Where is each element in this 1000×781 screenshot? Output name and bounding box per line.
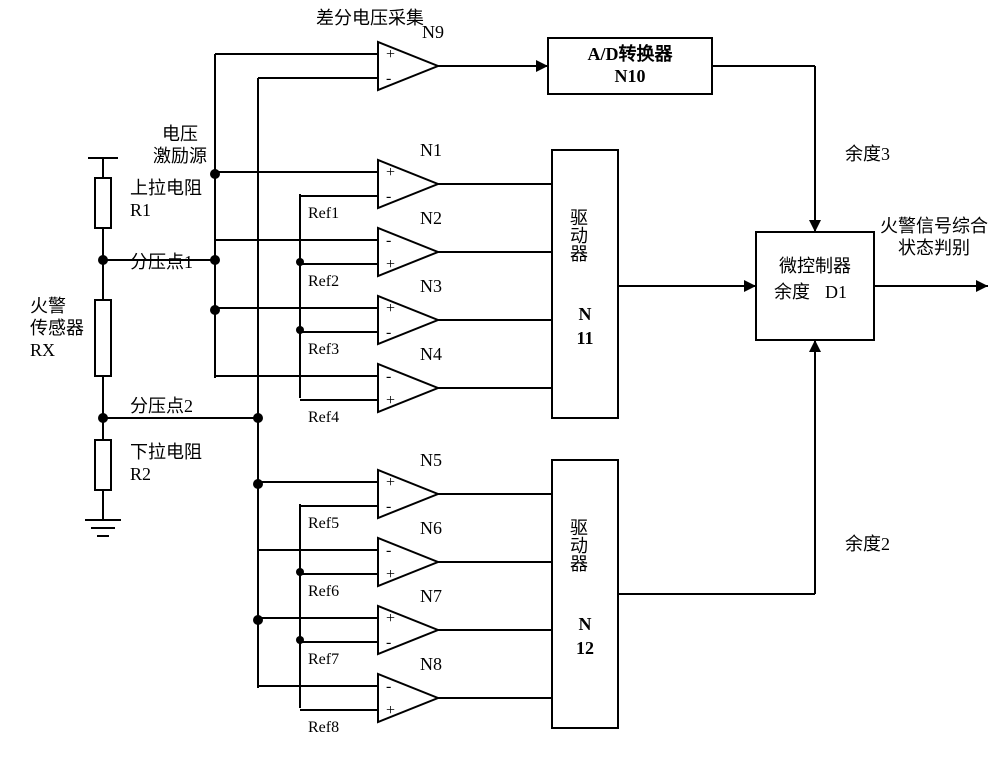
vsource-label-2: 激励源 [153,146,207,166]
svg-text:-: - [386,634,391,651]
svg-text:+: + [386,164,395,181]
svg-text:Ref2: Ref2 [308,273,339,290]
sensor-label-3: RX [30,340,55,360]
adc-label-2: N10 [615,66,646,86]
svg-text:Ref8: Ref8 [308,719,339,736]
out-label-2: 状态判别 [898,238,970,258]
circuit-diagram: A/D转换器 N10 驱动器 N 11 驱动器 N 12 微控制器 余度 D1 … [0,0,1000,781]
resistor-r2 [95,440,111,490]
pullup-label-2: R1 [130,200,151,220]
driver-n12-id-n: N [579,614,592,634]
redundancy2-label: 余度2 [845,534,890,554]
svg-text:+: + [386,46,395,63]
svg-text:+: + [386,566,395,583]
svg-text:-: - [386,498,391,515]
svg-text:N7: N7 [420,586,442,606]
mcu-id: D1 [825,282,847,302]
svg-text:+: + [386,256,395,273]
sensor-label-1: 火警 [30,296,66,316]
vsource-label-1: 电压 [162,124,198,144]
svg-text:N8: N8 [420,654,442,674]
svg-text:N4: N4 [420,344,442,364]
svg-text:+: + [386,702,395,719]
svg-text:-: - [386,70,391,87]
pulldown-label-2: R2 [130,464,151,484]
svg-text:N1: N1 [420,140,442,160]
svg-text:N2: N2 [420,208,442,228]
driver-n12-id-num: 12 [576,638,594,658]
svg-text:+: + [386,474,395,491]
mcu-label-2: 余度 [774,282,810,302]
mcu-label-1: 微控制器 [779,256,851,276]
svg-text:N9: N9 [422,22,444,42]
adc-label-1: A/D转换器 [588,43,674,64]
svg-text:N6: N6 [420,518,442,538]
driver-n11-id-num: 11 [576,328,593,348]
tap1-label: 分压点1 [130,252,193,272]
svg-text:Ref7: Ref7 [308,651,339,668]
svg-text:Ref6: Ref6 [308,583,339,600]
driver-n12-label: 驱动器 [568,518,588,572]
svg-text:-: - [386,232,391,249]
svg-text:+: + [386,300,395,317]
tap2-label: 分压点2 [130,396,193,416]
diff-title: 差分电压采集 [316,8,424,28]
svg-text:Ref3: Ref3 [308,341,339,358]
driver-n11 [552,150,618,418]
svg-text:N3: N3 [420,276,442,296]
sensor-label-2: 传感器 [30,318,84,338]
pulldown-label-1: 下拉电阻 [130,442,202,462]
pullup-label-1: 上拉电阻 [130,178,202,198]
svg-text:Ref4: Ref4 [308,409,339,426]
svg-text:+: + [386,610,395,627]
svg-text:-: - [386,542,391,559]
svg-text:-: - [386,678,391,695]
svg-text:-: - [386,368,391,385]
driver-n12 [552,460,618,728]
svg-text:-: - [386,188,391,205]
svg-text:Ref5: Ref5 [308,515,339,532]
svg-text:+: + [386,392,395,409]
out-label-1: 火警信号综合 [880,216,988,236]
svg-text:-: - [386,324,391,341]
resistor-rx [95,300,111,376]
redundancy3-label: 余度3 [845,144,890,164]
svg-text:N5: N5 [420,450,442,470]
svg-text:Ref1: Ref1 [308,205,339,222]
driver-n11-id-n: N [579,304,592,324]
resistor-r1 [95,178,111,228]
driver-n11-label: 驱动器 [568,208,588,262]
